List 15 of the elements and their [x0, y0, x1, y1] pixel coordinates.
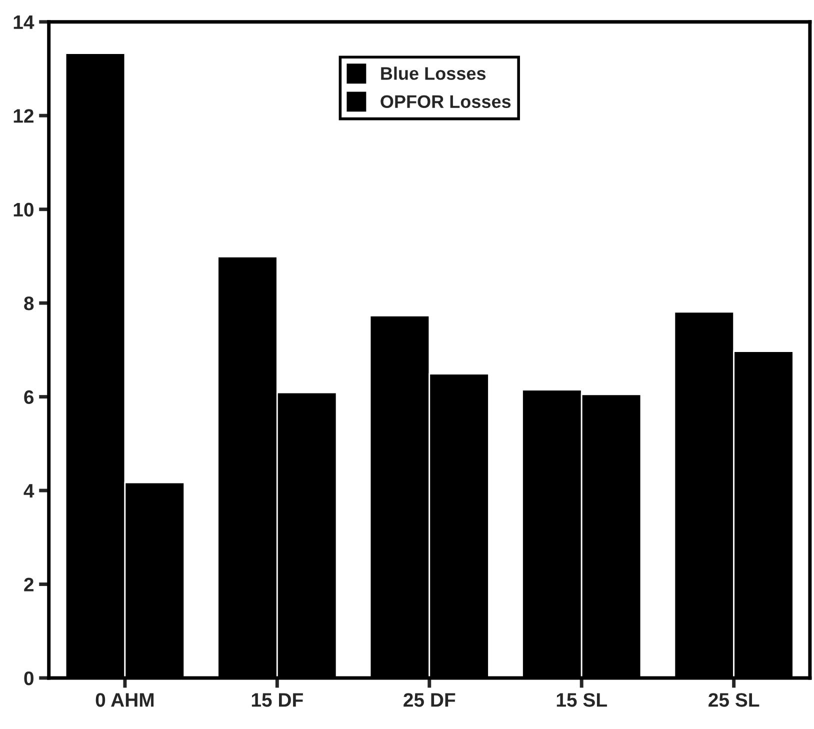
- y-tick-label: 4: [24, 484, 34, 498]
- y-tick-label: 8: [24, 296, 34, 310]
- x-tick-label: 0 AHM: [96, 693, 154, 707]
- x-tick-label: 25 SL: [708, 693, 760, 707]
- y-tick-label: 6: [24, 390, 34, 404]
- x-tick-label: 25 DF: [404, 693, 456, 707]
- y-tick-label: 14: [14, 16, 34, 29]
- y-tick-label: 10: [14, 202, 34, 217]
- y-tick-label: 12: [14, 109, 34, 123]
- y-tick-label: 0: [24, 671, 34, 686]
- legend-label: OPFOR Losses: [380, 95, 511, 108]
- legend-label: Blue Losses: [381, 66, 486, 80]
- x-tick-label: 15 SL: [556, 693, 607, 707]
- x-tick-label: 15 DF: [252, 693, 303, 707]
- y-tick-label: 2: [24, 578, 34, 592]
